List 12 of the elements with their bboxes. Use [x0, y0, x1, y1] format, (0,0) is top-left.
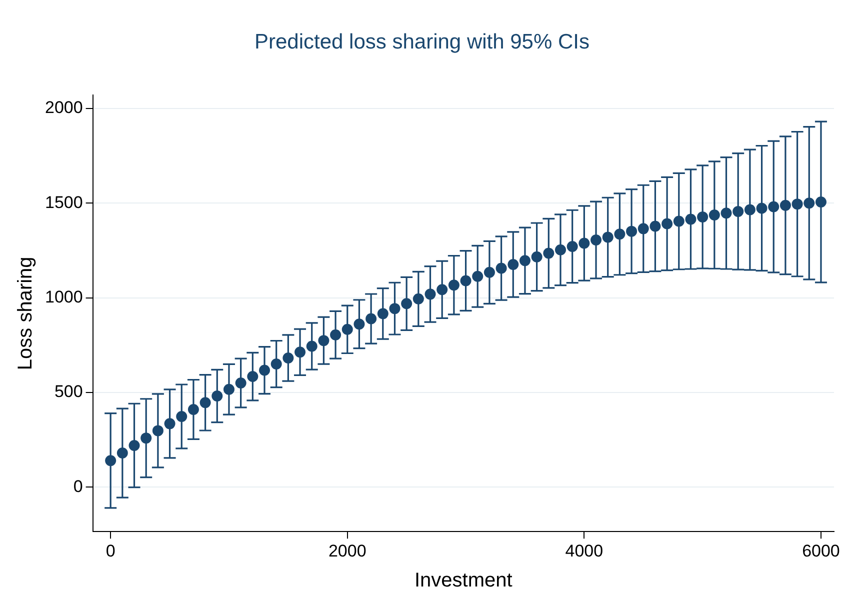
chart-title: Predicted loss sharing with 95% CIs — [254, 30, 590, 54]
x-tick-label: 0 — [106, 541, 116, 560]
y-tick-label: 1000 — [44, 287, 83, 306]
y-tick-label: 0 — [73, 476, 83, 496]
x-tick-label: 4000 — [565, 541, 604, 560]
x-tick-label: 6000 — [802, 541, 840, 560]
x-axis-title: Investment — [414, 570, 513, 592]
y-tick-label: 500 — [54, 382, 83, 402]
y-tick-label: 1500 — [44, 192, 83, 212]
y-axis-title: Loss sharing — [14, 256, 37, 370]
x-tick-label: 2000 — [328, 541, 366, 560]
y-tick-label: 2000 — [44, 98, 83, 118]
